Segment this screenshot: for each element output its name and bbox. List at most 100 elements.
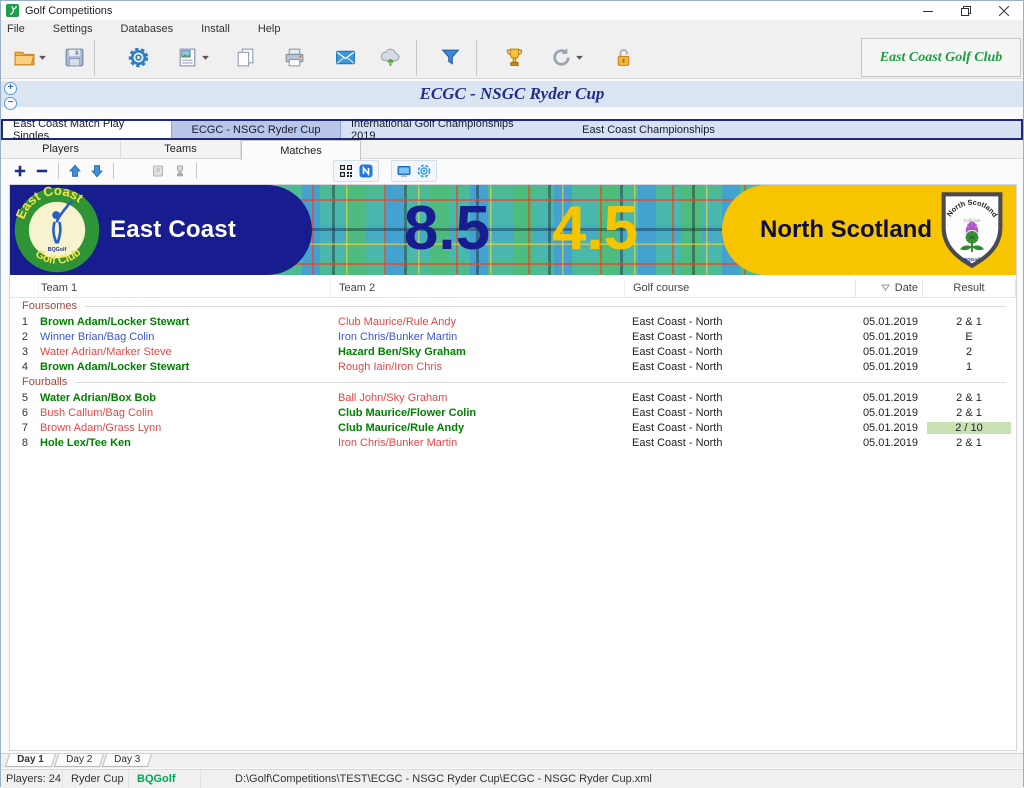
arrow-down-icon xyxy=(91,165,103,178)
group-header-fourballs: Fourballs xyxy=(10,374,1016,390)
toolbar-separator xyxy=(476,39,477,76)
refresh-icon xyxy=(553,48,570,66)
copy-button[interactable] xyxy=(234,40,257,76)
add-match-button[interactable] xyxy=(9,161,31,181)
match-row-3[interactable]: 3 Water Adrian/Marker Steve Hazard Ben/Sky… xyxy=(10,344,1016,359)
tab-matches[interactable]: Matches xyxy=(241,140,361,160)
club-name-panel: East Coast Golf Club xyxy=(861,38,1021,77)
cell-t1: Brown Adam/Locker Stewart xyxy=(40,315,190,328)
save-button[interactable] xyxy=(63,40,86,76)
column-header-result[interactable]: Result xyxy=(922,279,1016,297)
sort-indicator-icon xyxy=(880,284,890,292)
column-header-date[interactable]: Date xyxy=(855,279,922,297)
toolbar-separator xyxy=(196,163,197,179)
match-row-1[interactable]: 1 Brown Adam/Locker Stewart Club Maurice/R… xyxy=(10,314,1016,329)
cell-t2: Club Maurice/Rule Andy xyxy=(338,421,465,434)
toolbar-separator xyxy=(94,39,95,76)
restore-button[interactable] xyxy=(947,1,985,20)
match-row-8[interactable]: 8 Hole Lex/Tee Ken Iron Chris/Bunker Marti… xyxy=(10,435,1016,450)
match-table: Foursomes 1 Brown Adam/Locker Stewart Club … xyxy=(10,298,1016,450)
competition-tab-1[interactable]: East Coast Match Play Singles xyxy=(3,118,171,142)
lock-button[interactable] xyxy=(612,40,635,76)
trophy-button[interactable] xyxy=(503,40,526,76)
cloud-upload-button[interactable] xyxy=(379,40,402,76)
refresh-dropdown-caret-icon[interactable] xyxy=(575,54,584,61)
folder-open-icon xyxy=(14,51,35,66)
print-button[interactable] xyxy=(283,40,306,76)
nfc-icon xyxy=(359,164,373,178)
trophy-gray-icon xyxy=(177,165,183,177)
close-button[interactable] xyxy=(985,1,1023,20)
cell-date: 05.01.2019 xyxy=(862,330,918,343)
menu-settings[interactable]: Settings xyxy=(52,22,93,35)
menu-databases[interactable]: Databases xyxy=(120,22,174,35)
report-dropdown-caret-icon[interactable] xyxy=(201,54,210,61)
menu-help[interactable]: Help xyxy=(257,22,281,35)
display-button-group xyxy=(391,160,437,182)
live-view-button[interactable] xyxy=(414,161,434,181)
minimize-button[interactable] xyxy=(909,1,947,20)
cell-num: 5 xyxy=(21,391,28,404)
report-icon xyxy=(179,48,196,67)
main-toolbar: East Coast Golf Club xyxy=(1,37,1023,79)
cell-num: 6 xyxy=(21,406,28,419)
nfc-button[interactable] xyxy=(356,161,376,181)
column-header-team2[interactable]: Team 2 xyxy=(330,279,624,297)
status-players: Players: 24 xyxy=(1,770,63,788)
open-button[interactable] xyxy=(13,40,36,76)
competition-tab-2[interactable]: ECGC - NSGC Ryder Cup xyxy=(171,121,341,138)
mail-icon xyxy=(336,50,355,65)
menu-file[interactable]: File xyxy=(7,22,25,35)
day-tab-day-3[interactable]: Day 3 xyxy=(101,754,153,767)
column-header-team1[interactable]: Team 1 xyxy=(38,279,330,297)
thistle-icon xyxy=(960,220,984,252)
match-row-7[interactable]: 7 Brown Adam/Grass Lynn Club Maurice/Rule … xyxy=(10,420,1016,435)
trophy-button-disabled xyxy=(169,161,191,181)
open-dropdown-caret-icon[interactable] xyxy=(38,54,47,61)
qr-code-button[interactable] xyxy=(336,161,356,181)
tab-players[interactable]: Players xyxy=(1,140,121,158)
monitor-button[interactable] xyxy=(394,161,414,181)
remove-match-button[interactable] xyxy=(31,161,53,181)
match-row-6[interactable]: 6 Bush Callum/Bag Colin Club Maurice/Flowe… xyxy=(10,405,1016,420)
email-button[interactable] xyxy=(334,40,357,76)
day-tab-day-2[interactable]: Day 2 xyxy=(53,754,104,767)
cell-num: 8 xyxy=(21,436,28,449)
settings-button[interactable] xyxy=(127,40,150,76)
cell-date: 05.01.2019 xyxy=(862,421,918,434)
filter-funnel-icon xyxy=(441,49,460,65)
move-up-button[interactable] xyxy=(64,161,86,181)
cell-result: E xyxy=(965,330,973,343)
cell-result: 2 & 1 xyxy=(956,436,982,449)
collapse-button[interactable]: − xyxy=(4,97,17,110)
competition-tab-4[interactable]: East Coast Championships xyxy=(582,123,715,136)
home-team-banner: East Coast Golf Club BQGolf East Coast xyxy=(10,185,312,275)
away-score: 4.5 xyxy=(551,194,639,263)
matches-panel: East Coast Golf Club BQGolf East Coast 8… xyxy=(9,184,1017,751)
menu-bar: File Settings Databases Install Help xyxy=(1,20,1023,37)
menu-install[interactable]: Install xyxy=(201,22,230,35)
north-scotland-logo: North Scotland Golf Club BQGolf xyxy=(941,192,1003,269)
column-header-course[interactable]: Golf course xyxy=(624,279,855,297)
cell-t1: Hole Lex/Tee Ken xyxy=(40,436,131,449)
tab-teams[interactable]: Teams xyxy=(121,140,241,158)
competition-tab-3[interactable]: International Golf Championships 2019 xyxy=(351,117,514,142)
cell-result: 2 & 1 xyxy=(956,315,982,328)
save-icon xyxy=(65,48,84,67)
day-tab-day-1[interactable]: Day 1 xyxy=(4,754,56,767)
refresh-button[interactable] xyxy=(550,40,573,76)
match-row-4[interactable]: 4 Brown Adam/Locker Stewart Rough Iain/Iro… xyxy=(10,359,1016,374)
cell-t2: Ball John/Sky Graham xyxy=(338,391,448,404)
filter-button[interactable] xyxy=(439,40,462,76)
east-coast-logo: East Coast Golf Club BQGolf xyxy=(13,186,100,273)
qr-code-icon xyxy=(340,165,352,177)
gear-icon xyxy=(128,47,149,68)
move-down-button[interactable] xyxy=(86,161,108,181)
cell-result: 1 xyxy=(965,360,973,373)
match-row-5[interactable]: 5 Water Adrian/Box Bob Ball John/Sky Graha… xyxy=(10,390,1016,405)
match-row-2[interactable]: 2 Winner Brian/Bag Colin Iron Chris/Bunker… xyxy=(10,329,1016,344)
expand-button[interactable]: + xyxy=(4,82,17,95)
report-button[interactable] xyxy=(176,40,199,76)
matches-toolbar xyxy=(1,159,1023,183)
